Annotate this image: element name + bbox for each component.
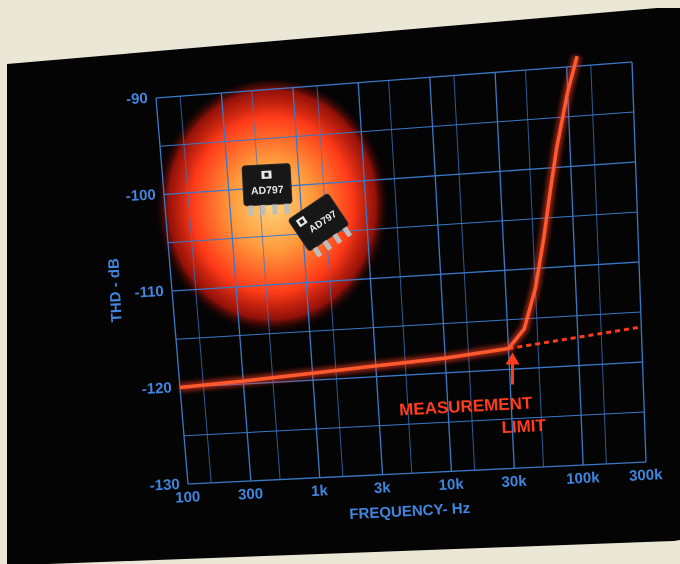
chip-ad797-upper: AD797 bbox=[241, 163, 293, 216]
grid-line-y bbox=[155, 61, 633, 99]
y-tick-label: -120 bbox=[141, 380, 172, 399]
grid-line-y bbox=[183, 411, 645, 437]
y-tick-label: -90 bbox=[126, 90, 149, 108]
y-tick-label: -100 bbox=[125, 187, 156, 206]
x-axis-title: FREQUENCY- Hz bbox=[349, 500, 471, 523]
x-tick-label: 3k bbox=[374, 479, 392, 497]
y-axis-title: THD - dB bbox=[105, 258, 125, 323]
annotation-arrow-head bbox=[505, 352, 520, 365]
measurement-limit-line bbox=[508, 325, 642, 351]
tick-labels: 100 300 1k 3k 10k 30k 100k 300k -90 -100 -110 -120 -… bbox=[125, 90, 663, 507]
x-tick-label: 30k bbox=[501, 473, 528, 491]
grid-line-y bbox=[171, 261, 640, 292]
x-tick-label: 10k bbox=[438, 476, 465, 494]
grid-line-y bbox=[175, 311, 641, 340]
chip-label: AD797 bbox=[251, 184, 284, 198]
chip-ad797-lower: AD797 bbox=[288, 193, 353, 258]
grid bbox=[155, 61, 647, 485]
x-tick-label: 300 bbox=[238, 485, 264, 503]
x-tick-label: 100k bbox=[566, 469, 601, 488]
grid-line-y bbox=[187, 461, 647, 485]
thd-curve bbox=[179, 55, 579, 390]
x-tick-label: 1k bbox=[311, 482, 329, 500]
grid-line-y bbox=[167, 211, 638, 244]
data-layer bbox=[179, 55, 642, 392]
grid-line-y bbox=[159, 111, 634, 147]
annotation-line-2: LIMIT bbox=[501, 416, 547, 437]
y-tick-label: -110 bbox=[134, 283, 164, 302]
glow-disk bbox=[154, 80, 390, 340]
x-tick-label: 100 bbox=[175, 488, 201, 506]
y-tick-label: -130 bbox=[149, 476, 180, 495]
x-tick-label: 300k bbox=[629, 466, 664, 485]
